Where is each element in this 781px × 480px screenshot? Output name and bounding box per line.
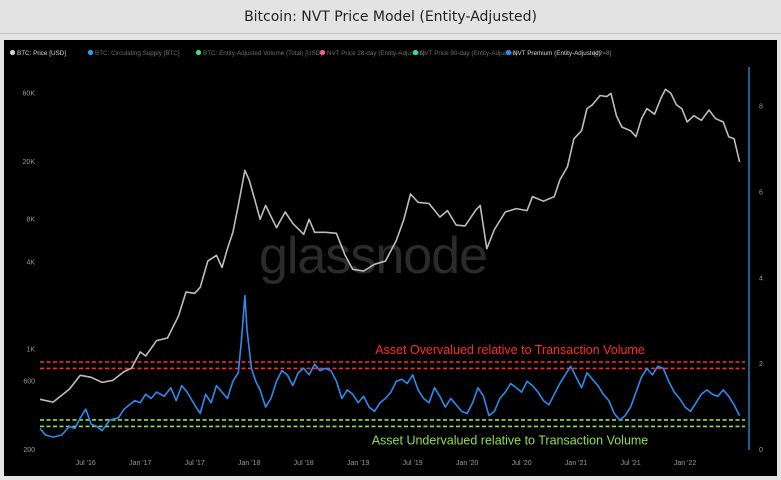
x-tick-label: Jan '18 [238,460,260,467]
legend-item[interactable]: NVT Price 90-day (Entity-Adjusted) [420,50,518,57]
y-right-tick-label: 2 [759,361,763,368]
chart-panel: BTC: Price [USD] BTC: Circulating Supply … [4,40,777,476]
y-left-tick-label: 200 [23,447,35,454]
series-btc-price-line [39,88,741,403]
legend-swatch [412,49,419,56]
legend: BTC: Price [USD] BTC: Circulating Supply … [9,49,612,57]
legend-swatch [9,49,16,56]
band-label: Asset Undervalued relative to Transactio… [372,433,649,447]
x-tick-label: Jan '17 [129,460,151,467]
watermark: glassnode [259,227,487,285]
legend-item[interactable]: BTC: Price [USD] [17,50,66,57]
title-bar: Bitcoin: NVT Price Model (Entity-Adjuste… [0,0,781,33]
legend-extra: [y2=8] [594,50,612,57]
legend-swatch [505,49,512,56]
legend-item[interactable]: NVT Premium (Entity-Adjusted) [513,50,601,57]
y-right-tick-label: 0 [759,447,763,454]
y-right-axis: 0 2 4 6 8 [759,104,763,454]
legend-item[interactable]: NVT Price 28-day (Entity-Adjusted) [327,50,425,57]
x-tick-label: Jul '20 [512,460,532,467]
x-tick-label: Jul '21 [621,460,641,467]
x-tick-label: Jan '22 [674,460,696,467]
x-tick-label: Jul '18 [294,460,314,467]
x-tick-label: Jan '21 [565,460,587,467]
legend-item[interactable]: BTC: Entity-Adjusted Volume (Total) [USD… [203,50,322,57]
y-left-tick-label: 20K [23,159,36,166]
y-left-tick-label: 1K [26,346,35,353]
chart: BTC: Price [USD] BTC: Circulating Supply … [9,49,763,467]
x-tick-label: Jan '19 [347,460,369,467]
y-right-tick-label: 4 [759,275,763,282]
y-left-axis: 200 600 1K 4K 8K 20K 60K [23,90,36,454]
legend-swatch [319,49,326,56]
title-divider [0,33,781,34]
y-left-tick-label: 600 [23,378,35,385]
y-right-tick-label: 8 [759,104,763,111]
page-title: Bitcoin: NVT Price Model (Entity-Adjuste… [244,8,537,25]
band-label: Asset Overvalued relative to Transaction… [375,343,645,357]
x-axis: Jul '16 Jan '17 Jul '17 Jan '18 Jul '18 Jan '… [76,460,697,467]
x-tick-label: Jul '17 [185,460,205,467]
y-left-tick-label: 60K [23,90,36,97]
legend-item[interactable]: BTC: Circulating Supply [BTC] [95,50,180,57]
series-nvt-premium-line [39,294,741,438]
x-tick-label: Jan '20 [456,460,478,467]
legend-swatch [87,49,94,56]
bands: Asset Overvalued relative to Transaction… [40,343,745,447]
y-right-tick-label: 6 [759,189,763,196]
y-left-tick-label: 8K [26,216,35,223]
series [39,88,741,438]
x-tick-label: Jul '19 [403,460,423,467]
x-tick-label: Jul '16 [76,460,96,467]
legend-swatch [195,49,202,56]
y-left-tick-label: 4K [26,260,35,267]
